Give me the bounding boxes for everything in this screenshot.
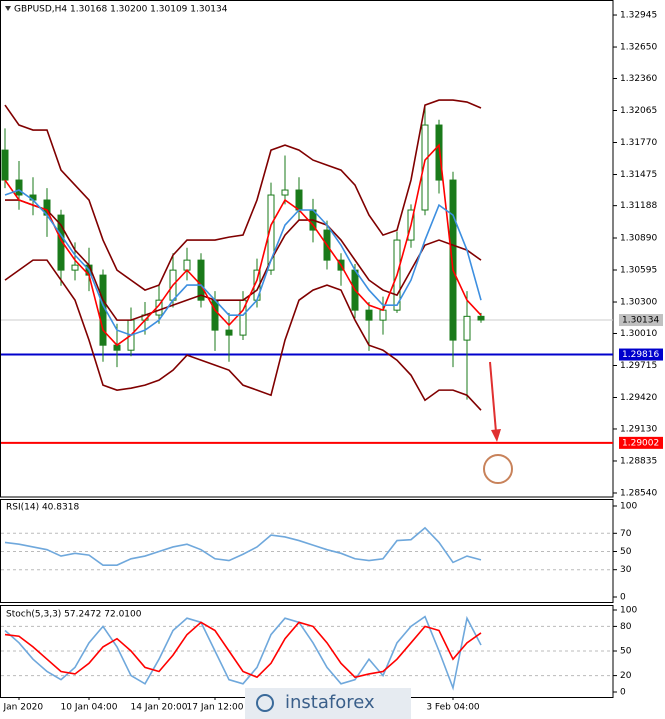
y-tick-label: 30 (620, 565, 632, 575)
y-tick-label: 80 (620, 622, 632, 632)
y-tick-label: 1.30890 (620, 233, 657, 243)
y-tick-label: 50 (620, 547, 632, 557)
candle-body (211, 299, 219, 331)
main-pane (0, 0, 614, 498)
x-tick-label: 3 Feb 04:00 (426, 703, 480, 713)
y-tick-label: 1.30010 (620, 329, 657, 339)
y-tick-label: 0 (620, 688, 626, 698)
level-label: 1.29002 (622, 438, 659, 448)
arrow-head (491, 429, 501, 442)
candle-body (15, 179, 23, 196)
y-tick-label: 1.32945 (620, 11, 657, 21)
indicator-line (4, 526, 482, 566)
y-tick-label: 1.30595 (620, 266, 657, 276)
watermark-icon (256, 694, 274, 712)
y-tick-label: 50 (620, 647, 632, 657)
y-tick-label: 1.29420 (620, 393, 657, 403)
y-tick-label: 1.28540 (620, 488, 657, 498)
x-tick-label: 17 Jan 12:00 (187, 703, 244, 713)
level-label: 1.29816 (622, 350, 659, 360)
y-tick-label: 1.29715 (620, 361, 657, 371)
title-icon (5, 6, 11, 11)
y-tick-label: 0 (620, 593, 626, 603)
indicator-line (4, 259, 482, 411)
x-tick-label: 7 Jan 2020 (0, 703, 43, 713)
candle-body (1, 149, 9, 181)
candle-body (477, 315, 485, 321)
y-tick-label: 1.29130 (620, 424, 657, 434)
candle-body (421, 124, 429, 211)
y-tick-label: 1.31188 (620, 201, 657, 211)
arrow-shaft (489, 361, 497, 433)
y-tick-label: 20 (620, 671, 632, 681)
candle-body (295, 189, 303, 211)
y-tick-label: 1.28835 (620, 456, 657, 466)
y-tick-label: 70 (620, 529, 632, 539)
annotation (483, 361, 513, 484)
y-tick-label: 1.31770 (620, 138, 657, 148)
target-circle (483, 454, 513, 484)
indicator-line (4, 143, 482, 347)
candle-body (365, 309, 373, 321)
level-box (619, 348, 663, 361)
y-tick-label: 1.30300 (620, 298, 657, 308)
current-price-box (619, 314, 663, 327)
y-tick-label: 1.32650 (620, 43, 657, 53)
y-tick-label: 1.31475 (620, 170, 657, 180)
candle-body (463, 315, 471, 341)
y-tick-label: 1.32065 (620, 106, 657, 116)
candle-body (379, 309, 387, 321)
candle-body (267, 194, 275, 271)
candle-body (71, 264, 79, 271)
candle-body (57, 214, 65, 271)
y-tick-label: 1.32360 (620, 74, 657, 84)
candle-body (197, 259, 205, 301)
candle-body (183, 259, 191, 271)
indicator-line (4, 189, 482, 336)
candle-body (435, 124, 443, 181)
current-price-label: 1.30134 (622, 316, 659, 326)
indicator-line (5, 199, 482, 321)
y-tick-label: 100 (620, 606, 637, 616)
watermark: instaforex (285, 692, 375, 713)
chart-title: GBPUSD,H4 1.30168 1.30200 1.30109 1.3013… (14, 5, 228, 15)
y-tick-label: 100 (620, 502, 637, 512)
rsi-title: RSI(14) 40.8318 (6, 503, 79, 513)
x-tick-label: 10 Jan 04:00 (61, 703, 118, 713)
candle-body (225, 329, 233, 336)
candle-body (281, 189, 289, 196)
candle-body (449, 179, 457, 341)
indicator-line (4, 99, 482, 291)
stoch-title: Stoch(5,3,3) 57.2472 72.0100 (6, 610, 142, 620)
x-tick-label: 14 Jan 20:00 (131, 703, 188, 713)
level-box (619, 436, 663, 449)
indicator-line (4, 615, 482, 691)
indicator-line (4, 621, 482, 679)
